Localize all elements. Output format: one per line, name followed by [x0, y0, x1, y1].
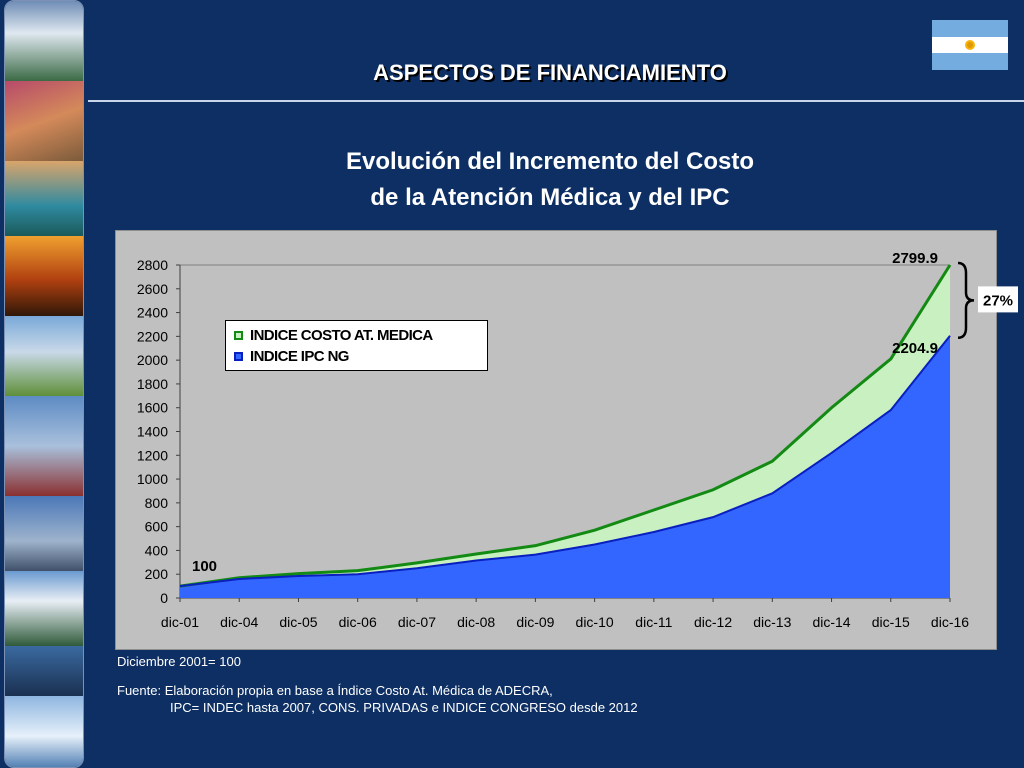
x-tick-label: dic-10	[576, 614, 614, 630]
y-tick-label: 2800	[137, 257, 168, 273]
x-tick-label: dic-08	[457, 614, 495, 630]
legend-item-costo: INDICE COSTO AT. MEDICA	[234, 327, 433, 344]
legend-swatch-ipc	[234, 352, 243, 361]
legend-item-ipc: INDICE IPC NG	[234, 348, 349, 365]
x-tick-label: dic-14	[812, 614, 850, 630]
x-tick-label: dic-01	[161, 614, 199, 630]
chart-title-line1: Evolución del Incremento del Costo	[345, 148, 755, 175]
x-tick-label: dic-06	[339, 614, 377, 630]
y-tick-label: 2400	[137, 305, 168, 321]
area-ipc-ng	[180, 335, 950, 598]
chart-title-line2: de la Atención Médica y del IPC	[370, 184, 730, 211]
waterfall-photo	[5, 1, 83, 81]
obelisk-tango-photo	[5, 396, 83, 496]
y-tick-label: 1000	[137, 471, 168, 487]
y-tick-label: 2200	[137, 328, 168, 344]
sidebar-photo-strip	[4, 0, 84, 768]
difference-label: 27%	[983, 292, 1013, 309]
source-note: Fuente: Elaboración propia en base a Índ…	[117, 682, 638, 716]
x-tick-label: dic-12	[694, 614, 732, 630]
city-skyline-photo	[5, 496, 83, 571]
difference-label-box	[978, 286, 1018, 313]
end-value-costo: 2799.9	[892, 250, 938, 267]
source-line-1: Fuente: Elaboración propia en base a Índ…	[117, 683, 553, 698]
y-tick-label: 400	[145, 542, 169, 558]
line-costo-atencion-medica	[179, 264, 952, 588]
legend-label-ipc: INDICE IPC NG	[250, 348, 349, 365]
x-tick-label: dic-15	[872, 614, 910, 630]
sunset-palms-photo	[5, 236, 83, 316]
glacier-photo	[5, 696, 83, 767]
x-tick-label: dic-11	[635, 614, 672, 630]
snowy-mountains-photo	[5, 571, 83, 646]
x-tick-label: dic-05	[279, 614, 317, 630]
chart-title: Evolución del Incremento del Costo de la…	[250, 144, 850, 216]
y-tick-label: 2000	[137, 352, 168, 368]
x-tick-label: dic-16	[931, 614, 969, 630]
y-tick-label: 1600	[137, 400, 168, 416]
legend-swatch-costo	[234, 331, 243, 340]
line-ipc-ng	[179, 335, 951, 588]
chart-legend: INDICE COSTO AT. MEDICA INDICE IPC NG	[225, 320, 488, 371]
y-tick-label: 1800	[137, 376, 168, 392]
end-value-ipc: 2204.9	[892, 340, 938, 357]
title-divider	[88, 100, 1024, 102]
y-tick-label: 0	[160, 590, 168, 606]
x-tick-label: dic-04	[220, 614, 258, 630]
argentina-flag-icon	[932, 20, 1008, 70]
whale-photo	[5, 646, 83, 696]
mountains-photo	[5, 81, 83, 161]
pampas-photo	[5, 316, 83, 396]
y-tick-label: 1200	[137, 447, 168, 463]
lake-photo	[5, 161, 83, 236]
y-tick-label: 200	[145, 566, 169, 582]
base-note: Diciembre 2001= 100	[117, 654, 241, 669]
x-tick-label: dic-13	[753, 614, 791, 630]
legend-label-costo: INDICE COSTO AT. MEDICA	[250, 327, 433, 344]
difference-brace	[957, 261, 975, 340]
start-value-label: 100	[192, 558, 217, 575]
source-line-2: IPC= INDEC hasta 2007, CONS. PRIVADAS e …	[170, 700, 638, 715]
x-tick-label: dic-07	[398, 614, 436, 630]
x-tick-label: dic-09	[516, 614, 554, 630]
y-tick-label: 1400	[137, 424, 168, 440]
y-tick-label: 800	[145, 495, 169, 511]
y-tick-label: 2600	[137, 281, 168, 297]
y-tick-label: 600	[145, 519, 169, 535]
page-title: ASPECTOS DE FINANCIAMIENTO	[373, 60, 727, 85]
